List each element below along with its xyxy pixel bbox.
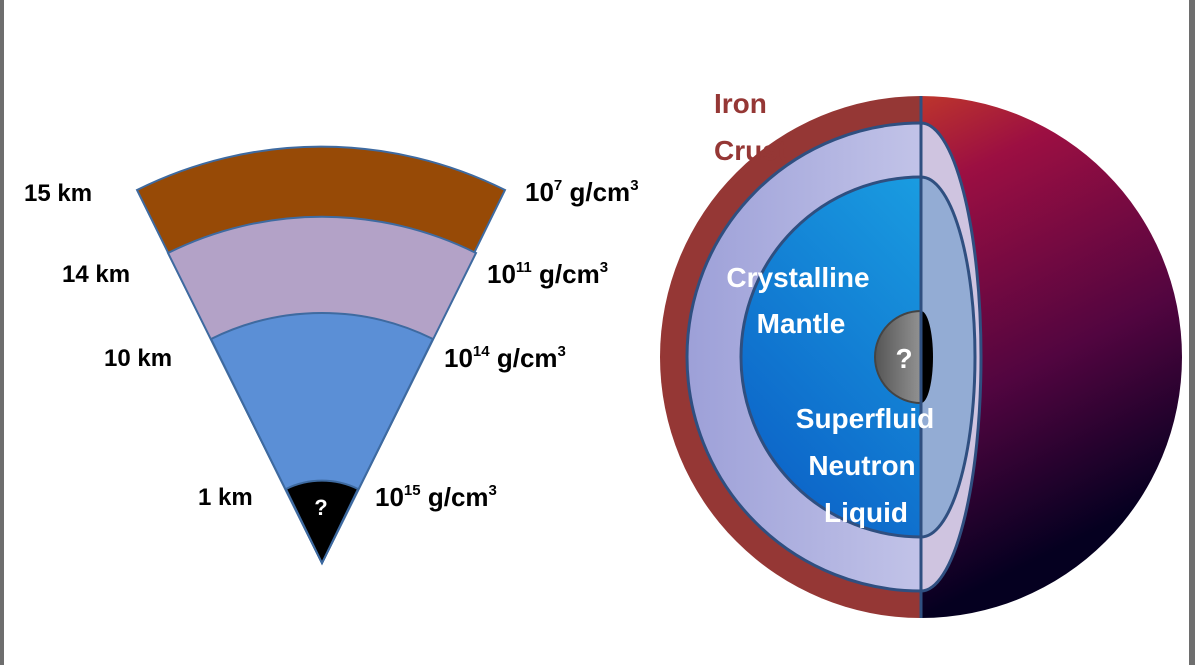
wedge-core-question-mark: ? [314,495,327,520]
cut-face-liquid [919,175,977,539]
radius-label-14km: 14 km [62,261,130,288]
sphere-core-question-mark: ? [895,343,912,374]
wedge-core [284,479,360,566]
sphere-exterior-half [921,96,1182,618]
sphere-core [874,310,921,404]
density-label-1e7: 107 g/cm3 [525,177,639,207]
neutron-star-sphere: ? [660,96,1182,618]
right-frame-edge [1189,0,1195,665]
mantle-label-line1: Crystalline [726,262,869,293]
mantle-label-line2: Mantle [757,308,846,339]
neutron-liquid-layer [739,175,921,539]
iron-crust-label-line1: Iron [714,88,767,119]
liquid-label-line2: Neutron [808,450,915,481]
radius-label-15km: 15 km [24,180,92,207]
density-label-1e14: 1014 g/cm3 [444,343,566,373]
wedge-outer-core-layer [209,312,435,566]
radius-label-1km: 1 km [198,484,253,511]
left-frame-edge [0,0,4,665]
cut-face-core [921,311,933,403]
liquid-label-line1: Superfluid [796,403,934,434]
liquid-label-line3: Liquid [824,497,908,528]
density-label-1e11: 1011 g/cm3 [487,259,608,289]
density-label-1e15: 1015 g/cm3 [375,482,497,512]
density-wedge: ? [135,145,507,566]
iron-crust-label-line2: Crust [714,135,787,166]
radius-label-10km: 10 km [104,345,172,372]
